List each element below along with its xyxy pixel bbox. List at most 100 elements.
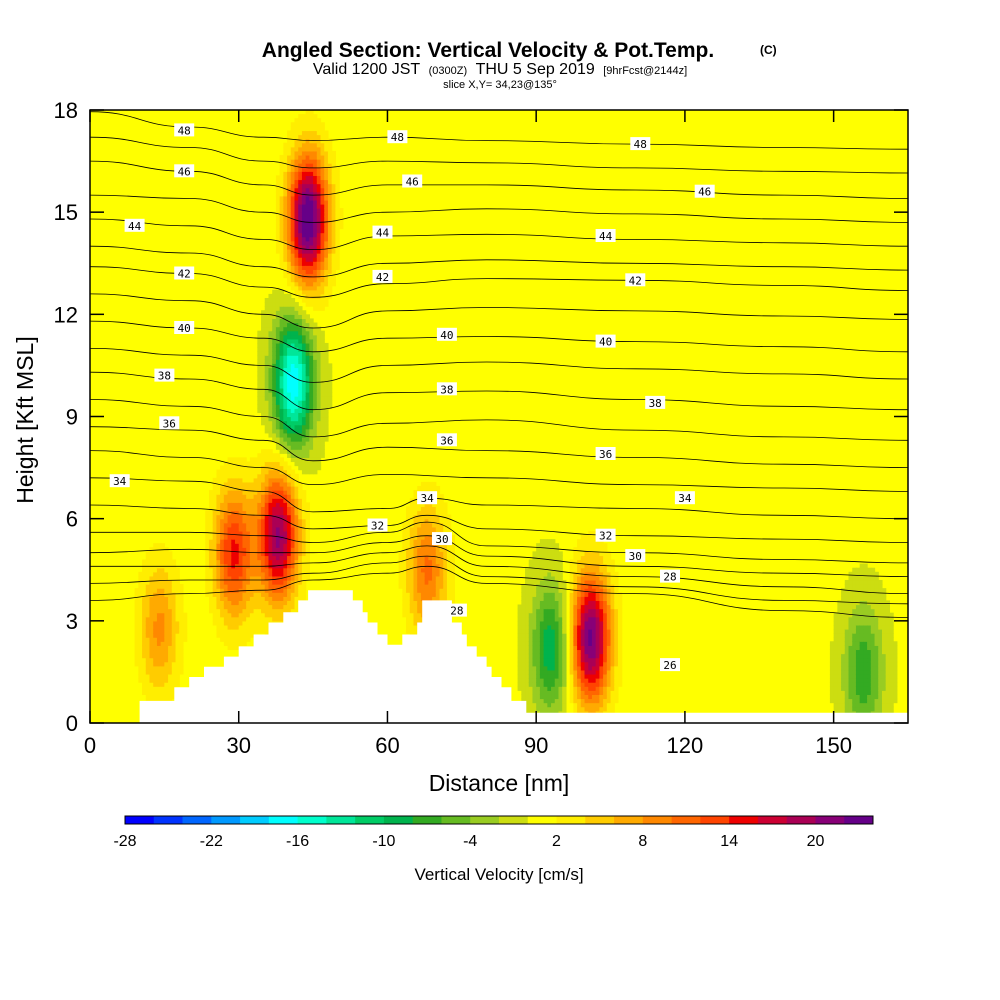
- velocity-cell: [283, 502, 288, 508]
- velocity-cell: [532, 616, 537, 622]
- velocity-cell: [867, 633, 872, 638]
- velocity-cell: [205, 592, 210, 597]
- velocity-cell: [547, 678, 552, 683]
- velocity-cell: [320, 293, 325, 299]
- velocity-cell: [168, 633, 173, 638]
- velocity-cell: [591, 673, 597, 679]
- velocity-cell: [554, 620, 560, 626]
- velocity-cell: [249, 600, 255, 606]
- velocity-cell: [175, 629, 180, 634]
- velocity-cell: [848, 624, 853, 630]
- velocity-cell: [855, 653, 861, 659]
- velocity-cell: [305, 118, 310, 123]
- velocity-cell: [153, 629, 158, 634]
- velocity-cell: [313, 134, 318, 140]
- velocity-cell: [543, 559, 548, 565]
- velocity-cell: [591, 682, 597, 687]
- velocity-cell: [324, 363, 329, 369]
- slice-info: slice X,Y= 34,23@135°: [443, 79, 557, 91]
- velocity-cell: [242, 522, 247, 528]
- velocity-cell: [290, 306, 296, 311]
- velocity-cell: [420, 555, 426, 561]
- velocity-cell: [584, 579, 589, 585]
- velocity-cell: [569, 575, 574, 581]
- velocity-cell: [324, 171, 329, 176]
- velocity-cell: [261, 314, 266, 320]
- velocity-cell: [327, 228, 333, 234]
- velocity-cell: [599, 596, 604, 601]
- velocity-cell: [595, 588, 600, 593]
- velocity-cell: [606, 645, 612, 651]
- velocity-cell: [591, 604, 597, 610]
- velocity-cell: [837, 678, 842, 683]
- velocity-cell: [313, 355, 318, 360]
- velocity-cell: [171, 604, 177, 610]
- velocity-cell: [153, 608, 158, 614]
- velocity-cell: [577, 690, 582, 695]
- velocity-cell: [246, 526, 251, 532]
- velocity-cell: [235, 596, 240, 601]
- velocity-cell: [287, 163, 292, 168]
- velocity-cell: [235, 608, 240, 614]
- velocity-cell: [543, 698, 548, 704]
- velocity-cell: [253, 510, 258, 516]
- velocity-cell: [298, 175, 303, 181]
- velocity-cell: [246, 547, 251, 552]
- velocity-cell: [231, 579, 236, 585]
- velocity-cell: [249, 469, 255, 475]
- velocity-cell: [153, 665, 158, 671]
- velocity-cell: [547, 633, 552, 638]
- velocity-cell: [164, 608, 169, 614]
- velocity-cell: [316, 167, 322, 172]
- velocity-cell: [413, 502, 418, 508]
- velocity-cell: [145, 649, 151, 655]
- velocity-cell: [525, 669, 530, 675]
- velocity-cell: [242, 555, 247, 561]
- velocity-cell: [268, 449, 273, 454]
- velocity-cell: [420, 575, 426, 581]
- velocity-cell: [599, 669, 604, 675]
- velocity-cell: [580, 616, 586, 622]
- velocity-cell: [301, 383, 307, 389]
- velocity-cell: [294, 539, 299, 544]
- velocity-cell: [844, 641, 850, 646]
- velocity-cell: [536, 559, 541, 565]
- velocity-cell: [863, 608, 868, 614]
- velocity-cell: [580, 702, 586, 708]
- velocity-cell: [294, 363, 299, 369]
- velocity-cell: [264, 575, 270, 581]
- velocity-cell: [547, 616, 552, 622]
- velocity-cell: [287, 265, 292, 270]
- velocity-cell: [287, 453, 292, 458]
- velocity-cell: [153, 584, 158, 589]
- velocity-cell: [320, 355, 325, 360]
- velocity-cell: [320, 363, 325, 369]
- velocity-cell: [287, 273, 292, 279]
- velocity-cell: [298, 159, 303, 164]
- velocity-cell: [309, 330, 314, 336]
- velocity-cell: [275, 351, 281, 356]
- velocity-cell: [168, 690, 173, 695]
- velocity-cell: [205, 510, 210, 516]
- velocity-cell: [591, 559, 597, 565]
- velocity-cell: [275, 330, 281, 336]
- velocity-cell: [298, 579, 303, 585]
- velocity-cell: [539, 616, 545, 622]
- velocity-cell: [298, 371, 303, 377]
- velocity-cell: [153, 669, 158, 675]
- velocity-cell: [539, 649, 545, 655]
- velocity-cell: [142, 588, 147, 593]
- velocity-cell: [249, 604, 255, 610]
- velocity-cell: [298, 485, 303, 491]
- velocity-cell: [591, 616, 597, 622]
- velocity-cell: [313, 391, 318, 397]
- velocity-cell: [316, 175, 322, 181]
- velocity-cell: [212, 514, 218, 520]
- velocity-cell: [268, 297, 273, 303]
- velocity-cell: [595, 657, 600, 663]
- velocity-cell: [837, 706, 842, 712]
- velocity-cell: [279, 510, 284, 516]
- velocity-cell: [261, 326, 266, 332]
- velocity-cell: [320, 220, 325, 226]
